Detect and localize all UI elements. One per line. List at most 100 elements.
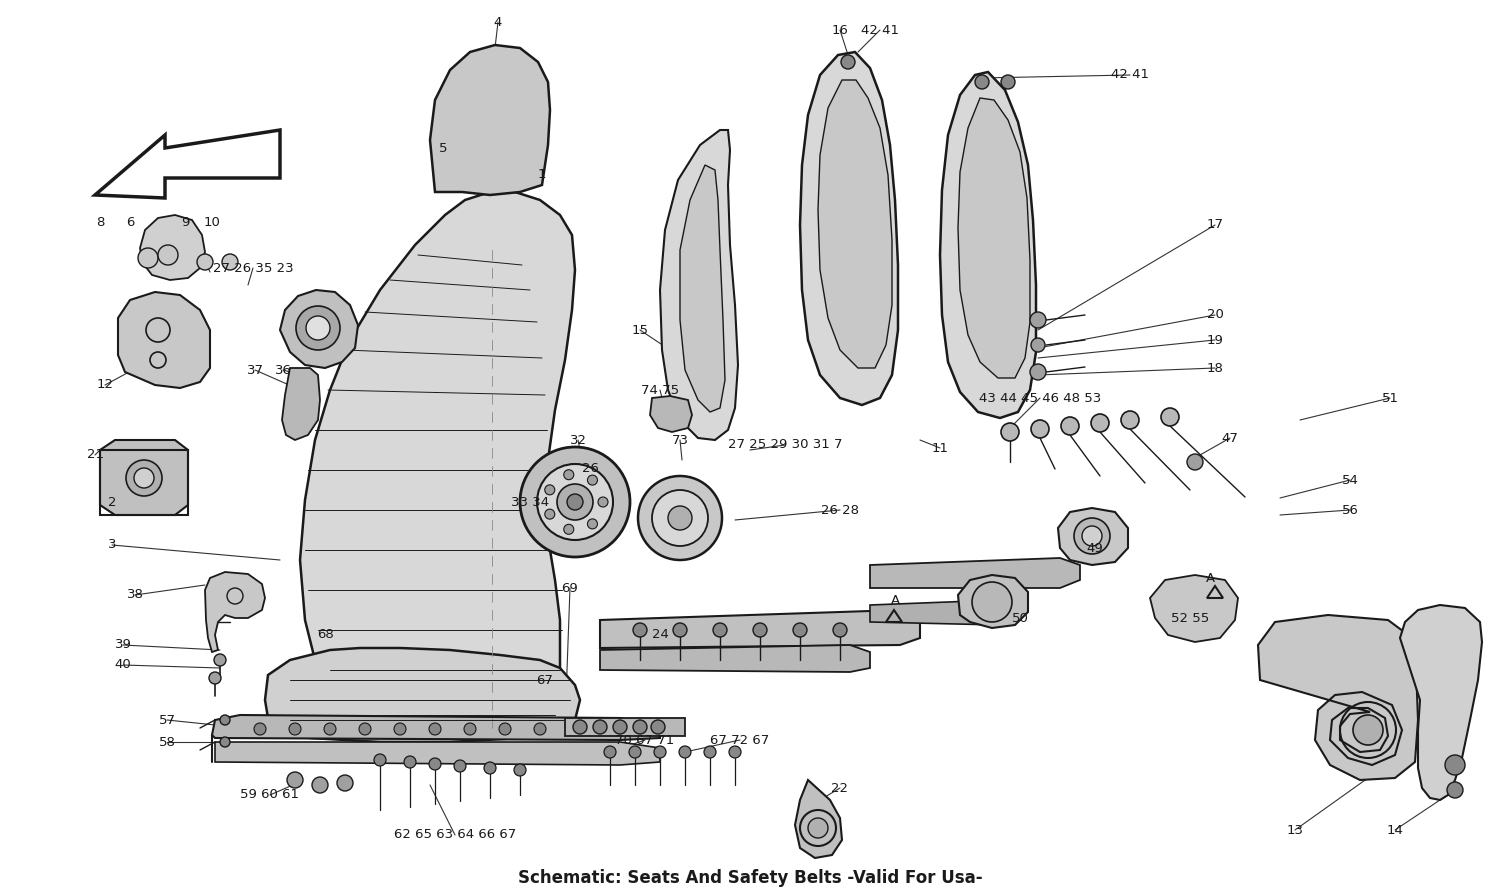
Circle shape: [1000, 423, 1018, 441]
Circle shape: [1030, 338, 1045, 352]
Text: 13: 13: [1287, 823, 1304, 837]
Circle shape: [604, 746, 616, 758]
Polygon shape: [795, 780, 842, 858]
Text: 57: 57: [159, 714, 176, 726]
Circle shape: [842, 55, 855, 69]
Polygon shape: [818, 80, 892, 368]
Text: 19: 19: [1206, 333, 1224, 347]
Polygon shape: [1258, 615, 1418, 780]
Text: 38: 38: [126, 588, 144, 601]
Text: 73: 73: [672, 434, 688, 446]
Circle shape: [126, 460, 162, 496]
Circle shape: [674, 623, 687, 637]
Text: 69: 69: [561, 582, 579, 594]
Circle shape: [454, 760, 466, 772]
Text: 14: 14: [1386, 823, 1404, 837]
Circle shape: [1060, 417, 1078, 435]
Circle shape: [306, 316, 330, 340]
Circle shape: [1090, 414, 1108, 432]
Circle shape: [1000, 75, 1016, 89]
Circle shape: [588, 475, 597, 485]
Circle shape: [209, 672, 220, 684]
Circle shape: [592, 720, 608, 734]
Circle shape: [794, 623, 807, 637]
Polygon shape: [958, 98, 1030, 378]
Text: 40: 40: [114, 658, 132, 672]
Circle shape: [573, 720, 586, 734]
Polygon shape: [600, 645, 870, 672]
Circle shape: [1030, 364, 1045, 380]
Circle shape: [651, 720, 664, 734]
Polygon shape: [282, 368, 320, 440]
Circle shape: [1353, 715, 1383, 745]
Polygon shape: [140, 215, 206, 280]
Circle shape: [975, 75, 988, 89]
Circle shape: [134, 468, 154, 488]
Text: 36: 36: [274, 364, 291, 377]
Polygon shape: [211, 715, 660, 740]
Text: 6: 6: [126, 216, 134, 228]
Circle shape: [833, 623, 848, 637]
Bar: [566, 718, 686, 736]
Circle shape: [604, 723, 616, 735]
Polygon shape: [94, 130, 280, 198]
Circle shape: [972, 582, 1012, 622]
Bar: [100, 450, 188, 515]
Circle shape: [374, 754, 386, 766]
Text: 26 28: 26 28: [821, 503, 860, 517]
Text: 32: 32: [570, 434, 586, 446]
Text: 68: 68: [316, 628, 333, 642]
Text: 43 44 45 46 48 53: 43 44 45 46 48 53: [980, 391, 1101, 405]
Polygon shape: [1400, 605, 1482, 800]
Text: 50: 50: [1011, 611, 1029, 625]
Text: 24: 24: [651, 628, 669, 642]
Text: 21: 21: [87, 448, 104, 462]
Text: 59 60 61: 59 60 61: [240, 789, 300, 802]
Circle shape: [1186, 454, 1203, 470]
Circle shape: [1448, 782, 1462, 798]
Polygon shape: [1058, 508, 1128, 565]
Text: A: A: [891, 593, 900, 607]
Circle shape: [358, 723, 370, 735]
Circle shape: [338, 775, 352, 791]
Circle shape: [220, 715, 230, 725]
Polygon shape: [958, 575, 1028, 628]
Circle shape: [138, 248, 158, 268]
Text: 2: 2: [108, 496, 117, 510]
Circle shape: [598, 497, 608, 507]
Circle shape: [464, 723, 476, 735]
Text: 70 67 71: 70 67 71: [615, 733, 675, 747]
Circle shape: [286, 772, 303, 788]
Circle shape: [158, 245, 178, 265]
Text: 1: 1: [537, 168, 546, 182]
Text: 67 72 67: 67 72 67: [711, 733, 770, 747]
Text: 27 26 35 23: 27 26 35 23: [213, 261, 294, 274]
Circle shape: [638, 476, 722, 560]
Text: A: A: [1206, 571, 1215, 584]
Text: 16: 16: [831, 23, 849, 37]
Circle shape: [220, 737, 230, 747]
Circle shape: [222, 254, 238, 270]
Circle shape: [753, 623, 766, 637]
Circle shape: [324, 723, 336, 735]
Polygon shape: [430, 45, 550, 195]
Circle shape: [254, 723, 266, 735]
Polygon shape: [940, 72, 1036, 418]
Circle shape: [652, 490, 708, 546]
Circle shape: [312, 777, 328, 793]
Circle shape: [1120, 411, 1138, 429]
Circle shape: [1030, 420, 1048, 438]
Circle shape: [500, 723, 512, 735]
Circle shape: [296, 306, 340, 350]
Polygon shape: [100, 440, 188, 515]
Circle shape: [668, 506, 692, 530]
Polygon shape: [650, 396, 692, 432]
Circle shape: [544, 485, 555, 495]
Polygon shape: [1150, 575, 1238, 642]
Circle shape: [1030, 312, 1045, 328]
Text: 11: 11: [932, 442, 948, 454]
Circle shape: [729, 746, 741, 758]
Text: 3: 3: [108, 538, 117, 552]
Polygon shape: [800, 52, 898, 405]
Text: 52 55: 52 55: [1172, 611, 1209, 625]
